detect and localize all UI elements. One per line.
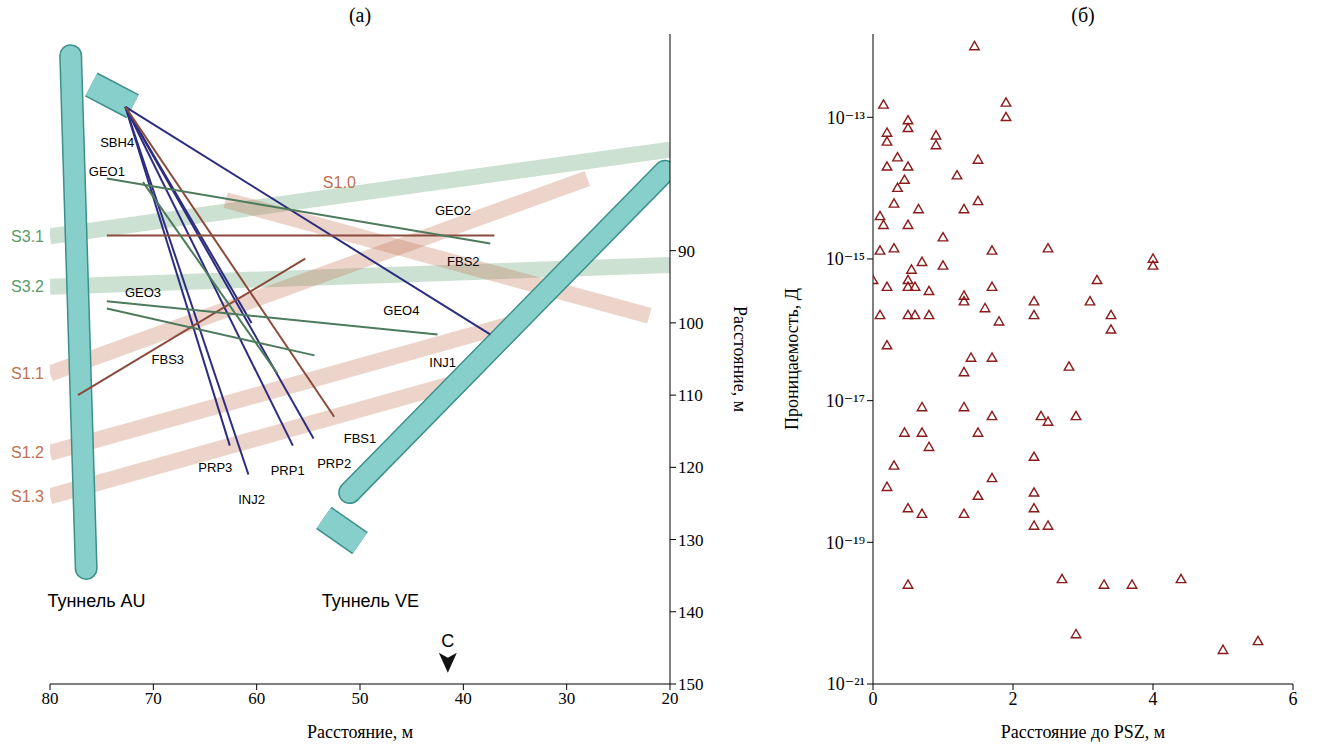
- svg-text:Туннель VE: Туннель VE: [322, 591, 419, 611]
- svg-text:10⁻¹⁵: 10⁻¹⁵: [826, 249, 865, 269]
- svg-text:S3.2: S3.2: [11, 278, 44, 295]
- svg-text:Туннель AU: Туннель AU: [47, 591, 145, 611]
- svg-text:S1.2: S1.2: [11, 444, 44, 461]
- svg-text:10⁻¹⁷: 10⁻¹⁷: [826, 391, 865, 411]
- html-text:(б): (б): [1071, 4, 1095, 26]
- svg-text:10⁻¹⁹: 10⁻¹⁹: [826, 533, 865, 553]
- svg-text:110: 110: [678, 386, 703, 405]
- svg-text:120: 120: [678, 458, 704, 477]
- svg-text:GEO1: GEO1: [89, 164, 125, 179]
- svg-text:FBS1: FBS1: [344, 431, 377, 446]
- svg-text:40: 40: [455, 689, 472, 708]
- html-text:Расстояние, м: Расстояние, м: [306, 722, 414, 742]
- svg-text:30: 30: [558, 689, 575, 708]
- html-text:Проницаемость, Д: Проницаемость, Д: [782, 288, 802, 430]
- svg-text:140: 140: [678, 603, 704, 622]
- svg-text:S1.0: S1.0: [323, 174, 356, 191]
- svg-text:6: 6: [1289, 689, 1298, 709]
- svg-text:50: 50: [352, 689, 369, 708]
- svg-text:80: 80: [42, 689, 59, 708]
- svg-text:4: 4: [1149, 689, 1158, 709]
- html-text:(а): (а): [348, 4, 372, 26]
- svg-text:100: 100: [678, 314, 704, 333]
- svg-text:SBH4: SBH4: [100, 135, 134, 150]
- svg-text:PRP2: PRP2: [317, 456, 351, 471]
- svg-text:2: 2: [1009, 689, 1018, 709]
- svg-text:20: 20: [662, 689, 679, 708]
- svg-text:GEO4: GEO4: [383, 303, 419, 318]
- svg-text:GEO3: GEO3: [125, 285, 161, 300]
- svg-text:GEO2: GEO2: [435, 203, 471, 218]
- svg-text:90: 90: [678, 242, 695, 261]
- html-text:Расстояние до PSZ, м: Расстояние до PSZ, м: [1000, 722, 1166, 742]
- svg-text:0: 0: [869, 689, 878, 709]
- html-text:Расстояние, м: Расстояние, м: [730, 305, 750, 413]
- svg-text:FBS3: FBS3: [152, 352, 185, 367]
- svg-text:S1.1: S1.1: [11, 365, 44, 382]
- svg-text:FBS2: FBS2: [447, 254, 480, 269]
- svg-text:60: 60: [248, 689, 265, 708]
- svg-text:INJ2: INJ2: [238, 492, 265, 507]
- svg-text:10⁻²¹: 10⁻²¹: [827, 674, 865, 694]
- svg-text:PRP3: PRP3: [198, 460, 232, 475]
- svg-text:S1.3: S1.3: [11, 488, 44, 505]
- svg-text:70: 70: [145, 689, 162, 708]
- svg-text:С: С: [441, 631, 454, 651]
- svg-text:S3.1: S3.1: [11, 228, 44, 245]
- svg-text:10⁻¹³: 10⁻¹³: [827, 108, 866, 128]
- svg-text:150: 150: [678, 675, 704, 694]
- svg-text:INJ1: INJ1: [429, 355, 456, 370]
- svg-text:130: 130: [678, 531, 704, 550]
- svg-text:PRP1: PRP1: [271, 463, 305, 478]
